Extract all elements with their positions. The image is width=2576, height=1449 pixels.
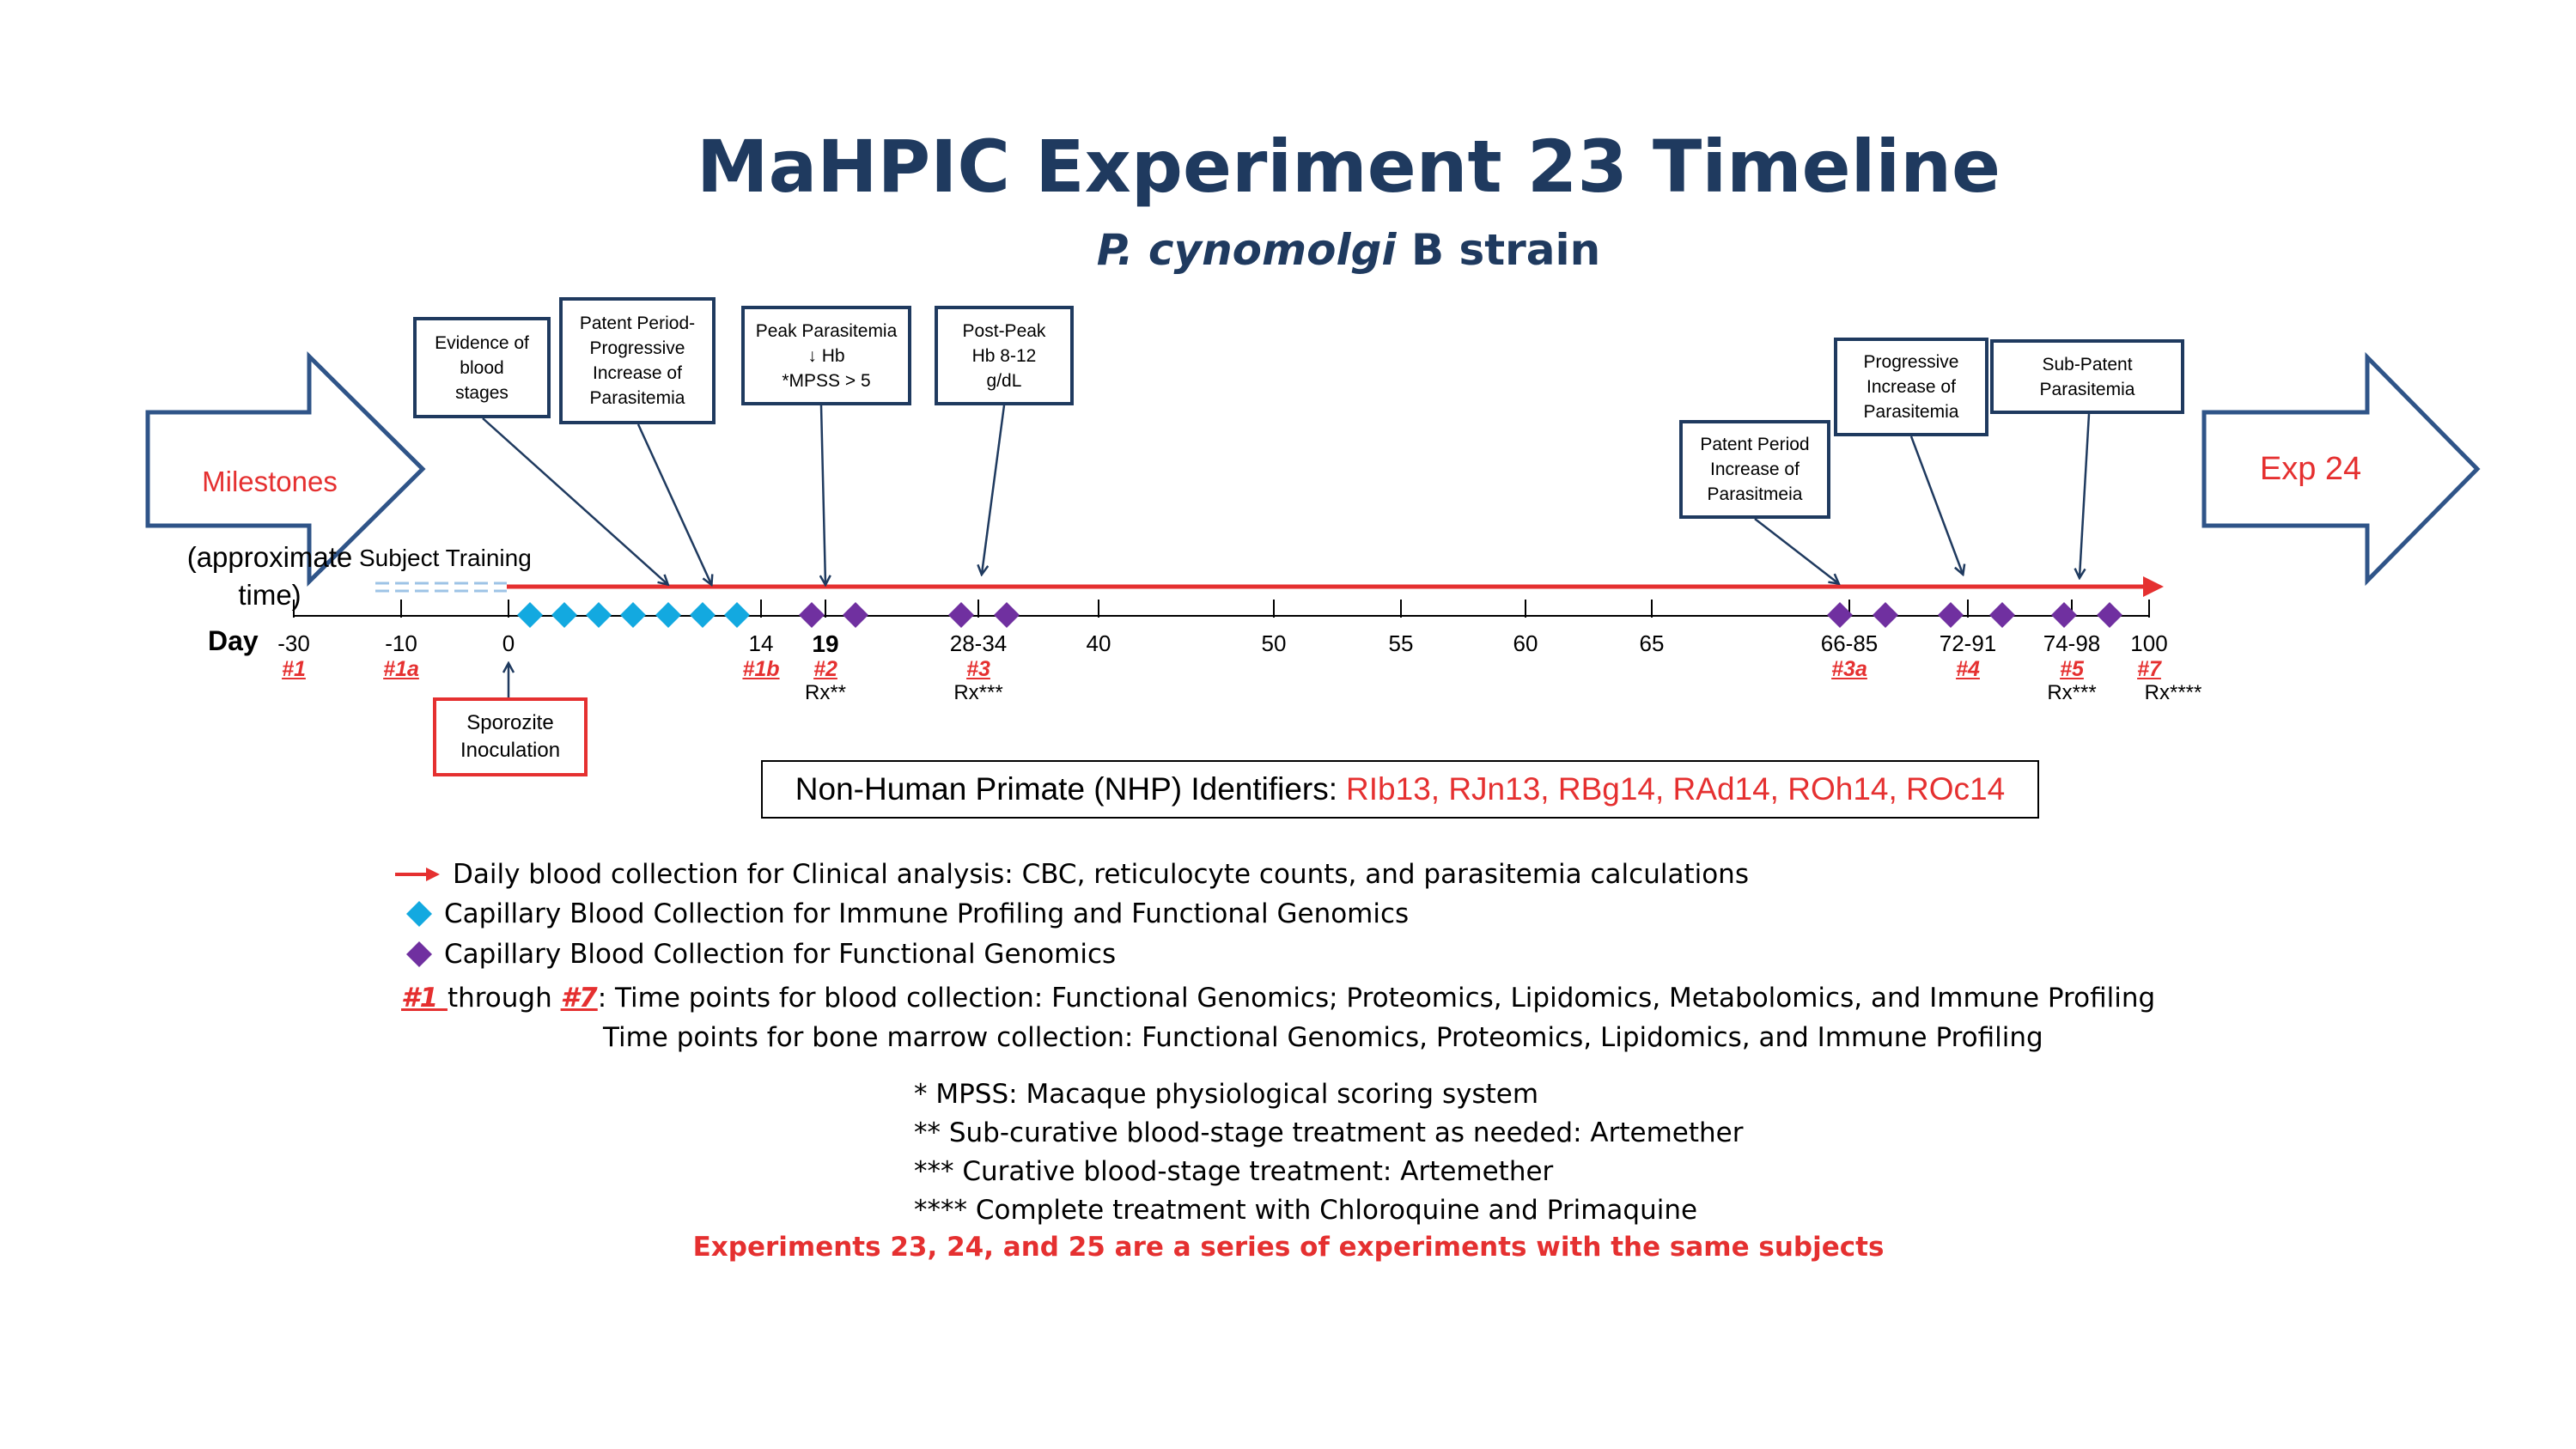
- timepoint-label: #2: [813, 657, 837, 681]
- tick-label: 55: [1388, 630, 1414, 656]
- timepoint-label: #5: [2060, 657, 2084, 681]
- blue-diamond-marker: [690, 602, 716, 628]
- daily-collection-arrowhead: [2143, 576, 2164, 597]
- milestone-box-post-peak: Post-Peak Hb 8-12 g/dL: [935, 306, 1074, 405]
- purple-diamond-marker: [1873, 602, 1898, 628]
- blue-diamond-marker: [724, 602, 750, 628]
- blue-diamond-marker: [620, 602, 646, 628]
- tick-label: -10: [385, 630, 417, 656]
- milestone-box-patent-period-2: Patent Period Increase of Parasitmeia: [1679, 420, 1830, 519]
- timepoint-label: #4: [1956, 657, 1980, 681]
- timepoint-label: #1: [282, 657, 306, 681]
- footnote-mpss: * MPSS: Macaque physiological scoring sy…: [914, 1079, 1539, 1110]
- pointer-arrow-peak-parasitemia: [821, 405, 825, 584]
- tick-label: 65: [1639, 630, 1665, 656]
- tick-label: 28-34: [949, 630, 1008, 656]
- purple-diamond-marker: [799, 602, 825, 628]
- pointer-arrow-patent-period-2: [1754, 518, 1838, 583]
- treatment-label: Rx****: [2144, 681, 2202, 704]
- milestone-box-blood-stages: Evidence of blood stages: [413, 317, 551, 418]
- purple-diamond-marker: [948, 602, 974, 628]
- milestone-box-sub-patent: Sub-Patent Parasitemia: [1990, 339, 2184, 414]
- timepoint-label: #7: [2137, 657, 2161, 681]
- legend-daily-collection: Daily blood collection for Clinical anal…: [453, 859, 1749, 890]
- blue-diamond-marker: [655, 602, 681, 628]
- pointer-arrow-patent-period: [636, 423, 711, 584]
- tick-label: 19: [812, 630, 839, 657]
- timepoints-note-line1: #1 through #7: Time points for blood col…: [401, 979, 2155, 1017]
- nhp-ids: RIb13, RJn13, RBg14, RAd14, ROh14, ROc14: [1346, 771, 2006, 807]
- milestone-box-peak-parasitemia: Peak Parasitemia ↓ Hb *MPSS > 5: [741, 306, 911, 405]
- tick-label: 0: [502, 630, 515, 656]
- blue-diamond-marker: [586, 602, 612, 628]
- purple-diamond-marker: [1938, 602, 1964, 628]
- timepoint-through-label: through: [447, 983, 561, 1014]
- treatment-label: Rx***: [2047, 681, 2097, 704]
- legend-immune-genomics: Capillary Blood Collection for Immune Pr…: [444, 898, 1410, 929]
- tick-label: 100: [2130, 630, 2168, 656]
- timepoint-from-label: #1: [401, 983, 448, 1014]
- tick-label: 50: [1261, 630, 1287, 656]
- purple-diamond-marker: [1989, 602, 2015, 628]
- subtitle-species: P. cynomolgi: [1096, 225, 1397, 275]
- tick-label: 72-91: [1939, 630, 1997, 656]
- milestones-label-red: Milestones: [202, 466, 338, 497]
- purple-diamond-marker: [2097, 602, 2122, 628]
- day-label: Day: [208, 625, 259, 656]
- timepoint-label: #3a: [1831, 657, 1867, 681]
- page-subtitle: P. cynomolgi B strain: [0, 225, 2576, 275]
- pointer-arrow-blood-stages: [482, 417, 667, 584]
- inoculation-box: Sporozite Inoculation: [433, 697, 588, 776]
- tick-label: 74-98: [2043, 630, 2101, 656]
- milestones-block-arrow: [145, 350, 426, 588]
- footnote-complete-treatment: **** Complete treatment with Chloroquine…: [914, 1195, 1698, 1226]
- tick-label: 14: [748, 630, 774, 656]
- pointer-arrow-post-peak: [982, 405, 1006, 574]
- tick-label: 60: [1513, 630, 1538, 656]
- treatment-label: Rx***: [953, 681, 1003, 704]
- milestone-box-patent-period: Patent Period- Progressive Increase of P…: [559, 297, 716, 424]
- exp24-label: Exp 24: [2259, 451, 2362, 487]
- timepoint-label: #1b: [742, 657, 780, 681]
- purple-diamond-icon: [406, 941, 432, 967]
- timepoints-blood-text: : Time points for blood collection: Func…: [597, 983, 2156, 1014]
- footnote-subcurative: ** Sub-curative blood-stage treatment as…: [914, 1117, 1744, 1148]
- timepoint-label: #3: [966, 657, 990, 681]
- blue-diamond-icon: [406, 901, 432, 927]
- milestone-box-progressive: Progressive Increase of Parasitemia: [1834, 338, 1988, 436]
- timepoint-to-label: #7: [560, 983, 598, 1014]
- tick-label: -30: [277, 630, 310, 656]
- legend-functional-genomics: Capillary Blood Collection for Functiona…: [444, 939, 1117, 970]
- pointer-arrow-sub-patent: [2080, 413, 2091, 577]
- pointer-arrow-progressive: [1909, 435, 1963, 574]
- footnote-series-note: Experiments 23, 24, and 25 are a series …: [692, 1232, 1885, 1263]
- milestones-label-time: (approximate time): [186, 541, 353, 611]
- treatment-label: Rx**: [804, 681, 847, 704]
- exp24-block-arrow: [2201, 351, 2481, 587]
- purple-diamond-marker: [2051, 602, 2077, 628]
- footnote-curative: *** Curative blood-stage treatment: Arte…: [914, 1156, 1554, 1187]
- tick-label: 40: [1086, 630, 1111, 656]
- page-title: MaHPIC Experiment 23 Timeline: [697, 125, 2001, 209]
- purple-diamond-marker: [843, 602, 868, 628]
- timepoints-note-line2: Time points for bone marrow collection: …: [603, 1022, 2043, 1053]
- blue-diamond-marker: [551, 602, 577, 628]
- subtitle-strain: B strain: [1396, 225, 1601, 275]
- subject-training-label: Subject Training: [359, 545, 532, 571]
- tick-label: 66-85: [1820, 630, 1879, 656]
- milestones-label: Milestones (approximate time): [155, 425, 385, 614]
- red-arrow-icon-head: [426, 868, 440, 881]
- purple-diamond-marker: [994, 602, 1020, 628]
- blue-diamond-marker: [517, 602, 543, 628]
- nhp-identifiers-box: Non-Human Primate (NHP) Identifiers: RIb…: [761, 760, 2039, 819]
- nhp-prefix: Non-Human Primate (NHP) Identifiers:: [795, 771, 1338, 807]
- timepoint-label: #1a: [383, 657, 419, 681]
- purple-diamond-marker: [1827, 602, 1853, 628]
